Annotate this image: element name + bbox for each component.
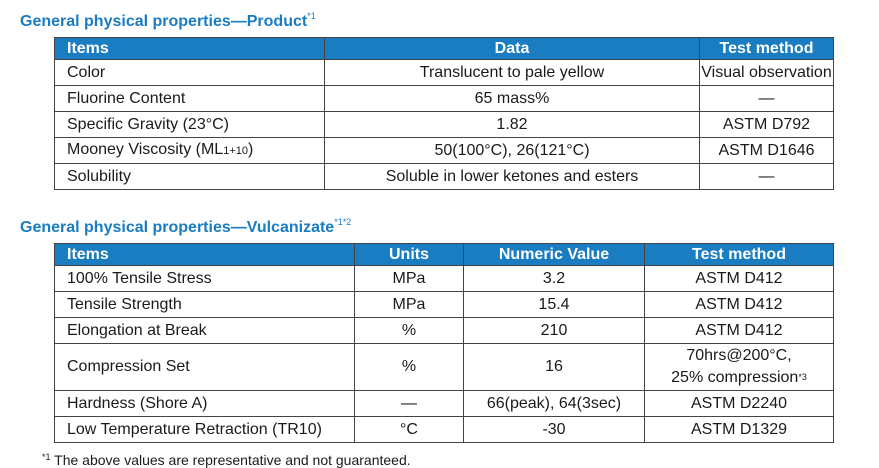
header-test-method: Test method [644,243,834,266]
row-data: 50(100°C), 26(121°C) [324,137,700,164]
row-units: % [354,343,464,391]
row-item: Fluorine Content [54,85,325,112]
row-item: Low Temperature Retraction (TR10) [54,416,355,443]
product-properties-table: Items Data Test method Color Translucent… [54,37,834,190]
table-row: Compression Set % 16 70hrs@200°C, 25% com… [54,343,834,391]
table-row: Solubility Soluble in lower ketones and … [54,163,834,190]
row-units: MPa [354,291,464,318]
row-method: 70hrs@200°C, 25% compression*3 [644,343,834,391]
row-value: -30 [463,416,645,443]
header-items: Items [54,243,355,266]
table-row: Tensile Strength MPa 15.4 ASTM D412 [54,291,834,318]
row-item: Color [54,59,325,86]
row-method: — [699,163,834,190]
row-method: ASTM D2240 [644,390,834,417]
table-row: Low Temperature Retraction (TR10) °C -30… [54,416,834,443]
row-item: Specific Gravity (23°C) [54,111,325,138]
row-units: % [354,317,464,344]
row-method: ASTM D792 [699,111,834,138]
row-item: Mooney Viscosity (ML1+10) [54,137,325,164]
row-data: 1.82 [324,111,700,138]
row-method: Visual observation [699,59,834,86]
row-item: Elongation at Break [54,317,355,344]
row-method: ASTM D1646 [699,137,834,164]
row-item: Solubility [54,163,325,190]
table-row: Fluorine Content 65 mass% — [54,85,834,112]
table-row: 100% Tensile Stress MPa 3.2 ASTM D412 [54,265,834,292]
row-method: — [699,85,834,112]
row-item: Hardness (Shore A) [54,390,355,417]
row-value: 16 [463,343,645,391]
row-item: 100% Tensile Stress [54,265,355,292]
table-row: Mooney Viscosity (ML1+10) 50(100°C), 26(… [54,137,834,164]
table-row: Specific Gravity (23°C) 1.82 ASTM D792 [54,111,834,138]
row-units: — [354,390,464,417]
row-method: ASTM D412 [644,265,834,292]
row-method: ASTM D1329 [644,416,834,443]
table-row: Color Translucent to pale yellow Visual … [54,59,834,86]
row-data: Soluble in lower ketones and esters [324,163,700,190]
row-value: 66(peak), 64(3sec) [463,390,645,417]
table-header-row: Items Data Test method [54,37,834,60]
header-test-method: Test method [699,37,834,60]
vulcanizate-properties-table: Items Units Numeric Value Test method 10… [54,243,834,443]
table-row: Hardness (Shore A) — 66(peak), 64(3sec) … [54,390,834,417]
row-value: 15.4 [463,291,645,318]
header-units: Units [354,243,464,266]
row-data: Translucent to pale yellow [324,59,700,86]
row-value: 3.2 [463,265,645,292]
row-units: MPa [354,265,464,292]
product-section-title: General physical properties—Product*1 [20,11,316,30]
row-value: 210 [463,317,645,344]
header-data: Data [324,37,700,60]
row-data: 65 mass% [324,85,700,112]
vulcanizate-section-title: General physical properties—Vulcanizate*… [20,217,352,236]
row-method: ASTM D412 [644,317,834,344]
header-items: Items [54,37,325,60]
table-row: Elongation at Break % 210 ASTM D412 [54,317,834,344]
footnote: *1 The above values are representative a… [42,452,411,468]
table-header-row: Items Units Numeric Value Test method [54,243,834,266]
row-method: ASTM D412 [644,291,834,318]
row-item: Tensile Strength [54,291,355,318]
row-units: °C [354,416,464,443]
row-item: Compression Set [54,343,355,391]
header-numeric-value: Numeric Value [463,243,645,266]
